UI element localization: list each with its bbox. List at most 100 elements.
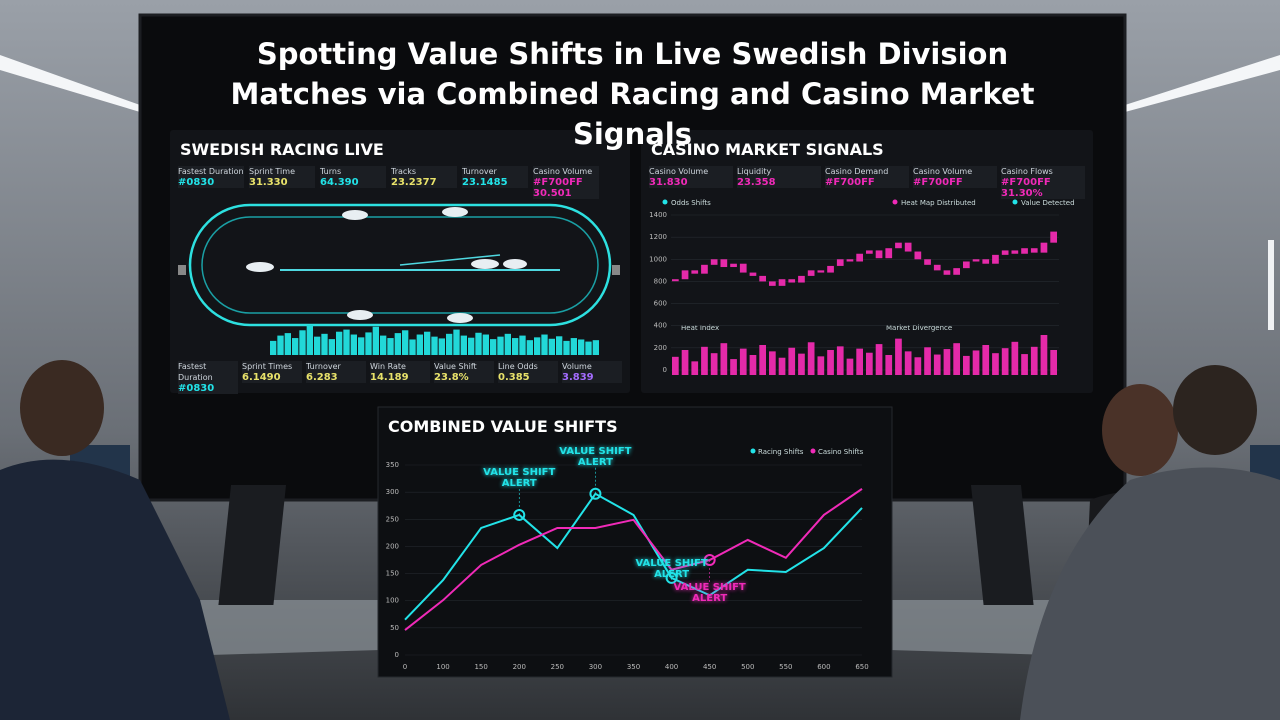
activity-bar	[526, 340, 533, 355]
candle	[1030, 248, 1038, 253]
volume-bar	[778, 357, 786, 375]
activity-bar	[570, 338, 577, 355]
candle	[807, 270, 815, 276]
activity-bar	[541, 334, 548, 355]
activity-bar	[446, 333, 453, 355]
y-tick-label: 150	[386, 570, 399, 578]
volume-bar	[875, 344, 883, 375]
stat: Casino Volume 31.830	[649, 166, 733, 188]
stat-label: Turns	[320, 167, 342, 176]
volume-bar	[681, 350, 689, 375]
x-tick-label: 500	[741, 663, 754, 671]
y-tick-label: 1400	[649, 211, 667, 219]
volume-bar	[730, 359, 737, 375]
stat-value: 0.385	[498, 372, 530, 383]
candle	[1001, 250, 1009, 255]
stat: Line Odds 0.385	[498, 361, 558, 383]
candle	[933, 264, 941, 271]
stat-value: #F700FF 30.501	[533, 177, 583, 199]
page-title: Spotting Value Shifts in Live Swedish Di…	[230, 37, 1035, 151]
stat: Casino Volume #F700FF	[913, 166, 997, 188]
candle	[827, 265, 834, 273]
volume-bar	[701, 346, 708, 375]
stat: Value Shift 23.8%	[434, 361, 494, 383]
stat-label: Line Odds	[498, 362, 538, 371]
stat-label: Turnover	[306, 362, 341, 371]
alert-label: VALUE SHIFT ALERT	[559, 445, 632, 468]
volume-bar	[817, 356, 825, 375]
legend-label: Heat Map Distributed	[901, 199, 976, 207]
y-tick-label: 200	[386, 542, 399, 550]
activity-bar	[556, 336, 563, 355]
stat: Fastest Duration #0830	[178, 361, 238, 394]
stat-label: Value Shift	[434, 362, 477, 371]
x-tick-label: 250	[551, 663, 564, 671]
volume-bar	[1030, 346, 1038, 375]
y-tick-label: 250	[386, 515, 399, 523]
stat-label: Casino Demand	[825, 167, 889, 176]
activity-bar	[475, 332, 482, 355]
volume-bar	[895, 338, 902, 375]
volume-bar	[691, 361, 699, 375]
stat-value: #0830	[178, 383, 215, 394]
volume-bar	[933, 354, 941, 375]
volume-bar	[672, 356, 679, 375]
x-tick-label: 450	[703, 663, 716, 671]
stat: Volume 3.839	[562, 361, 622, 383]
volume-bar	[1050, 350, 1057, 375]
stat-value: 6.283	[306, 372, 338, 383]
activity-bar	[438, 338, 445, 355]
volume-bar	[992, 353, 999, 375]
stat: Tracks 23.2377	[391, 166, 457, 188]
activity-bar	[563, 340, 570, 355]
activity-bar	[482, 334, 489, 355]
candle	[953, 268, 960, 275]
volume-bar	[963, 355, 970, 375]
candle	[1050, 231, 1057, 243]
alert-label: VALUE SHIFT ALERT	[673, 582, 746, 604]
casino-panel: Odds Shifts Heat Map Distributed Value Det…	[649, 199, 1075, 375]
stat-label: Fastest Duration	[178, 362, 213, 382]
x-tick-label: 400	[665, 663, 678, 671]
stat-value: 23.8%	[434, 372, 469, 383]
activity-bar	[578, 339, 585, 355]
candle	[681, 270, 689, 280]
candle	[817, 270, 825, 273]
candle	[749, 272, 757, 276]
candle	[1040, 242, 1048, 253]
legend-dot	[1012, 199, 1018, 205]
y-tick-label: 600	[654, 300, 667, 308]
stat-value: #0830	[178, 177, 215, 188]
candle	[788, 279, 796, 283]
stat-label: Casino Volume	[649, 167, 709, 176]
activity-bar	[380, 335, 387, 355]
volume-bar	[924, 347, 931, 375]
candle	[1021, 248, 1028, 254]
candle	[769, 281, 776, 286]
activity-bar	[453, 329, 460, 355]
stat-label: Casino Volume	[913, 167, 973, 176]
stat: Casino Volume #F700FF 30.501	[533, 166, 599, 199]
volume-bar	[866, 352, 873, 375]
activity-bar	[592, 340, 599, 355]
stat: Fastest Duration #0830	[178, 166, 244, 188]
legend-label: Value Detected	[1021, 199, 1075, 207]
stat-label: Liquidity	[737, 167, 772, 176]
combined-panel: 0 50 100 150 200 250 300 350 0 100 150 200 250 300 350…	[386, 448, 869, 671]
candle	[759, 275, 766, 282]
stat-value: #F700FF	[825, 177, 875, 188]
activity-bar	[358, 337, 365, 355]
candle	[778, 279, 786, 286]
activity-bar	[394, 333, 401, 355]
activity-bar	[490, 339, 497, 355]
volume-bar	[982, 345, 990, 375]
candle	[895, 242, 902, 249]
candle	[875, 250, 883, 259]
candle	[701, 264, 708, 274]
activity-bar	[534, 337, 541, 355]
legend-label: Casino Shifts	[818, 448, 864, 456]
candle	[836, 259, 844, 266]
activity-bar	[292, 338, 299, 355]
volume-bar	[953, 343, 960, 375]
